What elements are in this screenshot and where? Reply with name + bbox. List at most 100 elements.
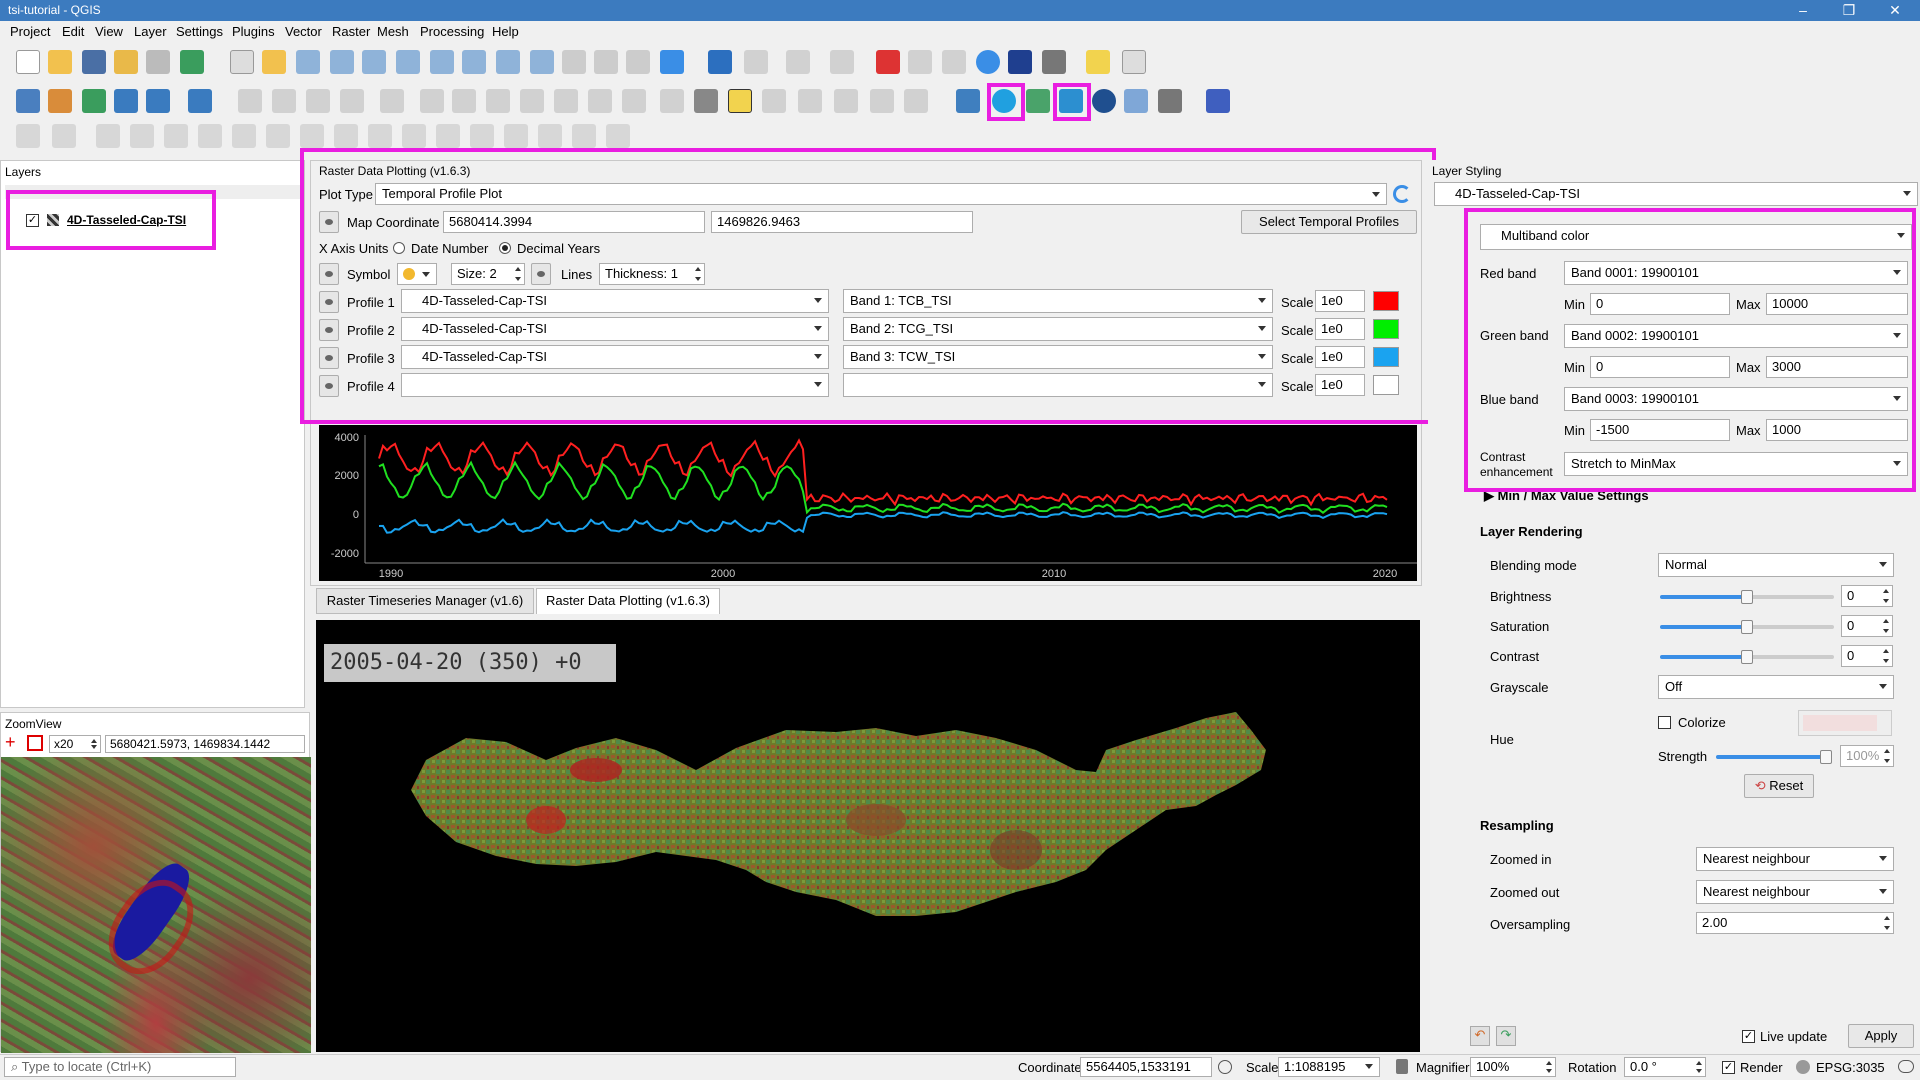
profile-3-scale[interactable]: 1e0 <box>1315 346 1365 368</box>
new-geopackage-icon[interactable] <box>48 89 72 113</box>
profile-2-toggle[interactable] <box>319 319 339 341</box>
profile-3-toggle[interactable] <box>319 347 339 369</box>
layer-visibility-checkbox[interactable]: ✓ <box>26 214 39 227</box>
oversampling-spinner[interactable]: 2.00 <box>1696 912 1894 934</box>
identify-icon[interactable] <box>708 50 732 74</box>
profile-3-band-select[interactable]: Band 3: TCW_TSI <box>843 345 1273 369</box>
label-tool-icon[interactable] <box>660 89 684 113</box>
delete-selected-icon[interactable] <box>452 89 476 113</box>
messages-icon[interactable] <box>1898 1060 1914 1073</box>
trim-extend-icon[interactable] <box>606 124 630 148</box>
offset-symbols-icon[interactable] <box>572 124 596 148</box>
red-max-input[interactable]: 10000 <box>1766 293 1908 315</box>
crosshair-icon[interactable]: + <box>5 732 16 752</box>
zoomview-map[interactable] <box>1 757 311 1053</box>
map-coordinate-y[interactable]: 1469826.9463 <box>711 211 973 233</box>
menu-help[interactable]: Help <box>492 24 519 39</box>
profile-4-scale[interactable]: 1e0 <box>1315 374 1365 396</box>
rotate-symbols-icon[interactable] <box>538 124 562 148</box>
profile-4-layer-select[interactable] <box>401 373 829 397</box>
undo-icon[interactable] <box>588 89 612 113</box>
profile-3-color[interactable] <box>1373 347 1399 367</box>
menu-project[interactable]: Project <box>10 24 51 39</box>
actions-icon[interactable] <box>744 50 768 74</box>
menu-mesh[interactable]: Mesh <box>377 24 409 39</box>
magnifier-spinner[interactable]: 100% <box>1470 1057 1556 1077</box>
move-feature-icon[interactable] <box>52 124 76 148</box>
profile-4-color[interactable] <box>1373 375 1399 395</box>
colorize-color-button[interactable] <box>1798 710 1892 736</box>
vertex-tool-icon[interactable] <box>380 89 404 113</box>
menu-plugins[interactable]: Plugins <box>232 24 275 39</box>
new-bookmark-icon[interactable] <box>594 50 618 74</box>
text-annotation-icon[interactable] <box>1122 50 1146 74</box>
paste-features-icon[interactable] <box>554 89 578 113</box>
offset-curve-icon[interactable] <box>368 124 392 148</box>
close-icon[interactable]: ✕ <box>1889 2 1901 18</box>
zoomed-in-select[interactable]: Nearest neighbour <box>1696 847 1894 871</box>
georeferencer-icon[interactable] <box>1092 89 1116 113</box>
lock-icon[interactable] <box>1396 1059 1408 1074</box>
menu-vector[interactable]: Vector <box>285 24 322 39</box>
grid-tool-icon[interactable] <box>1124 89 1148 113</box>
green-max-input[interactable]: 3000 <box>1766 356 1908 378</box>
profile-2-layer-select[interactable]: 4D-Tasseled-Cap-TSI <box>401 317 829 341</box>
tab-raster-data-plotting[interactable]: Raster Data Plotting (v1.6.3) <box>536 588 720 614</box>
split-parts-icon[interactable] <box>436 124 460 148</box>
restore-icon[interactable]: ❐ <box>1842 2 1856 18</box>
label-rotate-icon[interactable] <box>798 89 822 113</box>
colorize-checkbox[interactable] <box>1658 716 1671 729</box>
menu-edit[interactable]: Edit <box>62 24 85 39</box>
new-map-view-icon[interactable] <box>562 50 586 74</box>
map-coordinate-toggle[interactable] <box>319 211 339 233</box>
zoom-next-icon[interactable] <box>530 50 554 74</box>
deselect-icon[interactable] <box>876 50 900 74</box>
blue-band-select[interactable]: Band 0003: 19900101 <box>1564 387 1908 411</box>
decimal-years-radio[interactable] <box>499 242 511 254</box>
minimize-icon[interactable]: – <box>1799 2 1807 18</box>
style-manager-icon[interactable] <box>180 50 204 74</box>
render-checkbox[interactable]: ✓ <box>1722 1061 1735 1074</box>
menu-processing[interactable]: Processing <box>420 24 485 39</box>
zoom-native-icon[interactable] <box>462 50 486 74</box>
select-temporal-profiles-button[interactable]: Select Temporal Profiles <box>1241 210 1417 234</box>
saturation-spinner[interactable]: 0 <box>1841 615 1893 637</box>
line-thickness-spinner[interactable]: Thickness: 1 <box>599 263 705 285</box>
zoom-layer-icon[interactable] <box>430 50 454 74</box>
merge-attributes-icon[interactable] <box>504 124 528 148</box>
redo-icon[interactable] <box>622 89 646 113</box>
save-project-icon[interactable] <box>82 50 106 74</box>
pan-to-selection-icon[interactable] <box>262 50 286 74</box>
new-shapefile-icon[interactable] <box>82 89 106 113</box>
strength-handle[interactable] <box>1820 750 1832 764</box>
styling-layer-select[interactable]: 4D-Tasseled-Cap-TSI <box>1434 182 1918 206</box>
digitize-icon[interactable] <box>272 89 296 113</box>
tab-raster-timeseries-manager[interactable]: Raster Timeseries Manager (v1.6) <box>316 588 534 614</box>
crs-globe-icon[interactable] <box>1796 1060 1810 1074</box>
new-project-icon[interactable] <box>16 50 40 74</box>
layout-manager-icon[interactable] <box>146 50 170 74</box>
new-print-layout-icon[interactable] <box>114 50 138 74</box>
lines-toggle[interactable] <box>531 263 551 285</box>
copy-features-icon[interactable] <box>520 89 544 113</box>
processing-toolbox-icon[interactable] <box>976 50 1000 74</box>
blending-mode-select[interactable]: Normal <box>1658 553 1894 577</box>
renderer-type-select[interactable]: Multiband color <box>1480 224 1912 250</box>
new-virtual-layer-icon[interactable] <box>188 89 212 113</box>
menu-view[interactable]: View <box>95 24 123 39</box>
redo-style-icon[interactable]: ↷ <box>1496 1026 1516 1046</box>
rotation-spinner[interactable]: 0.0 ° <box>1624 1057 1706 1077</box>
cut-features-icon[interactable] <box>486 89 510 113</box>
profile-4-toggle[interactable] <box>319 375 339 397</box>
profile-1-toggle[interactable] <box>319 291 339 313</box>
red-min-input[interactable]: 0 <box>1590 293 1730 315</box>
crs-label[interactable]: EPSG:3035 <box>1816 1060 1885 1075</box>
saturation-handle[interactable] <box>1741 620 1753 634</box>
add-feature-icon[interactable] <box>340 89 364 113</box>
apply-button[interactable]: Apply <box>1848 1024 1914 1048</box>
attribute-table-icon[interactable] <box>830 50 854 74</box>
delete-ring-icon[interactable] <box>266 124 290 148</box>
symbol-toggle[interactable] <box>319 263 339 285</box>
split-features-icon[interactable] <box>402 124 426 148</box>
symbol-style-select[interactable] <box>397 263 437 285</box>
